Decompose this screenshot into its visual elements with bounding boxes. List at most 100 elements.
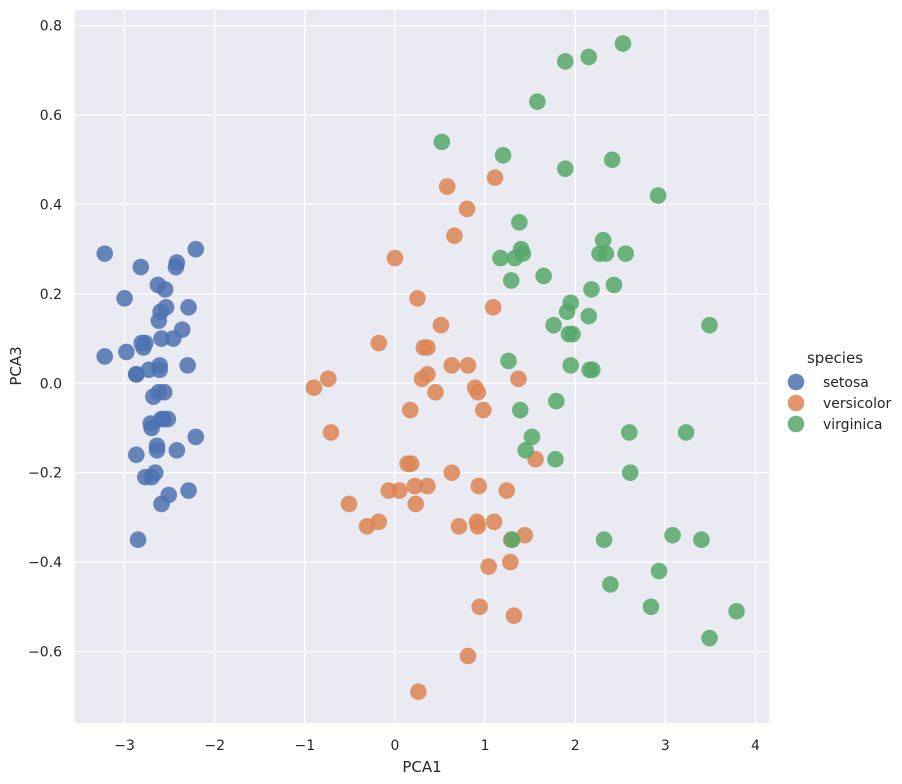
x-tick-label: 4 (751, 738, 760, 754)
data-point-virginica (492, 249, 509, 267)
data-point-virginica (617, 245, 634, 262)
data-point-versicolor (446, 227, 463, 245)
data-point-versicolor (474, 401, 492, 419)
data-point-virginica (500, 352, 517, 370)
data-point-setosa (187, 428, 205, 446)
data-point-virginica (564, 325, 581, 343)
data-point-versicolor (510, 370, 527, 388)
data-point-virginica (523, 428, 541, 446)
y-tick-label: 0.6 (40, 108, 62, 124)
data-point-versicolor (386, 249, 404, 267)
data-point-virginica (557, 160, 574, 177)
data-points (96, 35, 745, 701)
data-point-versicolor (459, 357, 477, 374)
data-point-virginica (664, 526, 681, 544)
data-point-virginica (535, 267, 552, 285)
data-point-versicolor (410, 683, 427, 701)
data-point-setosa (96, 348, 114, 365)
data-point-virginica (614, 35, 632, 52)
data-point-versicolor (305, 379, 323, 397)
data-point-versicolor (458, 200, 476, 218)
data-point-setosa (179, 357, 196, 374)
data-point-virginica (649, 187, 667, 204)
data-point-virginica (517, 442, 534, 459)
data-point-versicolor (370, 513, 388, 531)
data-point-versicolor (516, 526, 534, 544)
data-point-virginica (701, 629, 718, 647)
data-point-setosa (127, 446, 145, 464)
x-axis-ticks: −3 −2 −1 0 1 2 3 4 (114, 738, 760, 754)
data-point-virginica (503, 531, 521, 549)
data-point-setosa (168, 254, 186, 271)
data-point-versicolor (340, 495, 358, 513)
data-point-versicolor (370, 334, 388, 352)
y-tick-label: 0.4 (40, 197, 62, 213)
data-point-setosa (168, 442, 186, 459)
data-point-setosa (153, 330, 170, 347)
data-point-virginica (580, 48, 598, 66)
data-point-setosa (129, 531, 147, 549)
data-point-setosa (96, 245, 114, 262)
data-point-setosa (151, 361, 169, 379)
data-point-versicolor (484, 298, 502, 316)
data-point-versicolor (470, 477, 488, 495)
data-point-virginica (557, 53, 574, 70)
data-point-versicolor (419, 366, 436, 383)
data-point-setosa (173, 321, 191, 338)
y-tick-label: 0.0 (40, 376, 62, 392)
data-point-setosa (155, 383, 173, 401)
data-point-versicolor (319, 370, 337, 388)
legend-marker-setosa (787, 373, 805, 391)
data-point-virginica (701, 316, 718, 334)
data-point-versicolor (480, 558, 497, 575)
x-tick-label: 2 (571, 738, 580, 754)
data-point-versicolor (419, 477, 436, 495)
y-tick-label: −0.4 (28, 555, 62, 571)
data-point-versicolor (505, 607, 523, 625)
data-point-virginica (511, 214, 528, 231)
data-point-setosa (160, 486, 178, 504)
data-point-virginica (433, 133, 451, 151)
data-point-virginica (620, 424, 638, 441)
data-point-setosa (157, 298, 175, 316)
grid-lines (75, 10, 769, 723)
legend: species setosa versicolor virginica (787, 349, 892, 433)
data-point-setosa (180, 298, 197, 316)
x-tick-label: −3 (114, 738, 135, 754)
data-point-virginica (511, 401, 529, 419)
x-tick-label: 1 (481, 738, 490, 754)
legend-marker-versicolor (787, 394, 805, 412)
data-point-versicolor (406, 477, 424, 495)
x-axis-label: PCA1 (402, 758, 441, 776)
data-point-virginica (693, 531, 710, 549)
data-point-virginica (728, 602, 745, 620)
x-tick-label: 0 (391, 738, 400, 754)
y-tick-label: 0.2 (40, 287, 62, 303)
data-point-versicolor (443, 357, 461, 374)
data-point-virginica (595, 531, 613, 549)
data-point-virginica (562, 294, 580, 312)
data-point-virginica (502, 272, 520, 289)
data-point-virginica (602, 576, 619, 593)
data-point-versicolor (419, 339, 436, 356)
data-point-setosa (159, 410, 177, 428)
data-point-setosa (127, 366, 145, 383)
data-point-versicolor (443, 464, 461, 481)
data-point-versicolor (402, 455, 420, 473)
data-point-virginica (583, 281, 600, 298)
legend-label-virginica: virginica (823, 417, 883, 433)
data-point-virginica (547, 392, 565, 410)
data-point-versicolor (427, 383, 444, 401)
data-point-virginica (597, 245, 615, 262)
data-point-virginica (514, 245, 532, 262)
series-setosa (96, 240, 205, 549)
y-tick-label: −0.6 (28, 644, 62, 660)
data-point-virginica (594, 231, 612, 249)
data-point-versicolor (502, 553, 519, 571)
data-point-setosa (146, 464, 164, 481)
series-virginica (433, 35, 745, 647)
data-point-versicolor (438, 178, 456, 195)
data-point-versicolor (432, 316, 450, 334)
data-point-versicolor (401, 401, 419, 419)
